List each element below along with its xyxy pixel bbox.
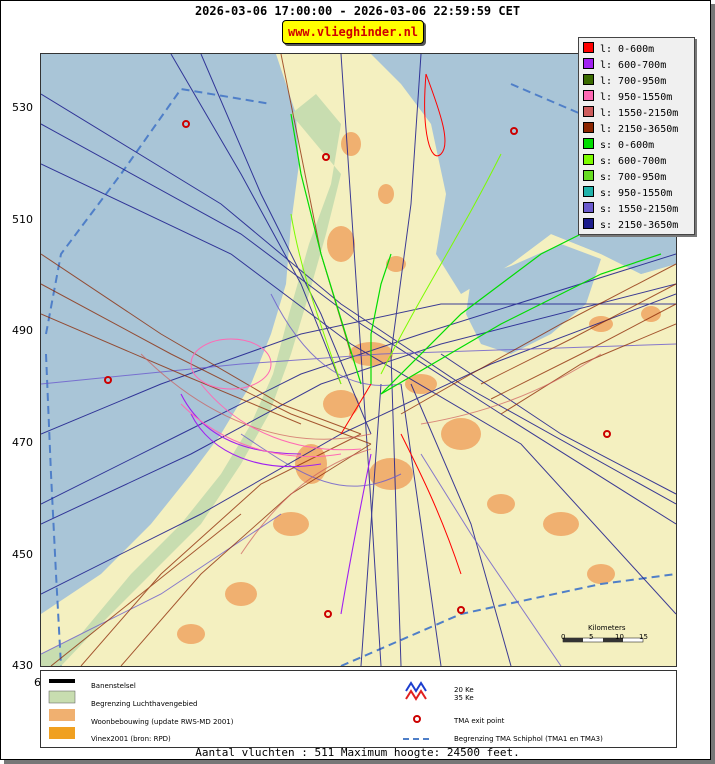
legend-label: s: 700-950m [600,172,667,183]
land-green-belt [41,94,341,666]
tma-exit-points [104,120,611,618]
tracks-l-600-700 [180,393,372,615]
tracks-s-0-600 [290,113,662,395]
legend-label: l: 0-600m [600,44,655,55]
key-vinex: Vinex2001 (bron: RPD) [91,735,171,743]
legend-swatch [583,186,594,197]
key-runways: Banenstelsel [91,682,136,690]
legend-label: l: 2150-3650m [600,124,679,135]
legend-swatch [583,218,594,229]
altitude-legend: l: 0-600m l: 600-700m l: 700-950m l: 950-15… [578,37,695,235]
tracks-l-950-1550 [180,338,362,457]
legend-label: l: 950-1550m [600,92,673,103]
legend-swatch [583,42,594,53]
scale-tick-5: 5 [589,633,594,641]
legend-label: s: 950-1550m [600,188,673,199]
legend-swatch [583,122,594,133]
legend-swatch [583,154,594,165]
legend-entry: l: 1550-2150m [583,106,678,120]
legend-label: s: 600-700m [600,156,667,167]
legend-label: s: 1550-2150m [600,204,679,215]
legend-swatch [583,202,594,213]
tracks-l-1550-2150 [140,353,602,555]
legend-label: s: 2150-3650m [600,220,679,231]
legend-entry: s: 950-1550m [583,186,672,200]
legend-label: l: 700-950m [600,76,667,87]
key-airport-boundary: Begrenzing Luchthavengebied [91,700,198,708]
urban-areas [177,132,661,644]
key-noise-20: 20 Ke [454,686,474,694]
legend-entry: s: 600-700m [583,154,666,168]
tracks-l-0-600 [340,73,462,575]
site-url-badge[interactable]: www.vlieghinder.nl [282,20,424,44]
key-tma-exit: TMA exit point [454,717,505,725]
scale-title: Kilometers [588,624,626,632]
tracks-s-1550-2150 [41,293,676,666]
y-tick-510: 510 [12,213,33,226]
legend-entry: s: 1550-2150m [583,202,678,216]
housing-symbol [49,709,75,721]
legend-label: s: 0-600m [600,140,655,151]
legend-entry: s: 700-950m [583,170,666,184]
airport-boundary-symbol [48,690,76,704]
runway-symbol [49,679,75,683]
flight-track-map[interactable]: Kilometers 0 5 10 15 [40,53,677,667]
tracks-l-2150-3650 [41,54,676,666]
key-noise-35: 35 Ke [454,694,474,702]
key-housing: Woonbebouwing (update RWS-MD 2001) [91,718,234,726]
y-tick-470: 470 [12,436,33,449]
tracks-s-2150-3650 [41,54,676,666]
map-scale-bar [562,637,644,643]
legend-entry: s: 0-600m [583,138,654,152]
legend-swatch [583,106,594,117]
legend-entry: s: 2150-3650m [583,218,678,232]
y-tick-450: 450 [12,548,33,561]
legend-entry: l: 700-950m [583,74,666,88]
time-range-title: 2026-03-06 17:00:00 - 2026-03-06 22:59:5… [194,4,521,18]
legend-entry: l: 0-600m [583,42,654,56]
y-tick-430: 430 [12,659,33,672]
scale-tick-10: 10 [615,633,624,641]
map-key: Banenstelsel Begrenzing Luchthavengebied… [40,670,677,748]
legend-entry: l: 950-1550m [583,90,672,104]
legend-swatch [583,138,594,149]
legend-entry: l: 2150-3650m [583,122,678,136]
scale-tick-15: 15 [639,633,648,641]
legend-label: l: 600-700m [600,60,667,71]
legend-swatch [583,74,594,85]
noise-35-symbol [405,689,427,701]
key-tma-boundary: Begrenzing TMA Schiphol (TMA1 en TMA3) [454,735,603,743]
tracks-s-600-700 [290,153,502,385]
legend-swatch [583,90,594,101]
key-symbols [48,679,433,740]
flight-count-footer: Aantal vluchten : 511 Maximum hoogte: 24… [195,746,520,759]
legend-swatch [583,170,594,181]
vinex-symbol [49,727,75,739]
y-tick-530: 530 [12,101,33,114]
tma-exit-symbol [413,715,421,723]
legend-label: l: 1550-2150m [600,108,679,119]
y-tick-490: 490 [12,324,33,337]
noise-20-symbol [405,681,427,693]
legend-entry: l: 600-700m [583,58,666,72]
legend-swatch [583,58,594,69]
scale-tick-0: 0 [561,633,566,641]
map-svg [41,54,676,666]
